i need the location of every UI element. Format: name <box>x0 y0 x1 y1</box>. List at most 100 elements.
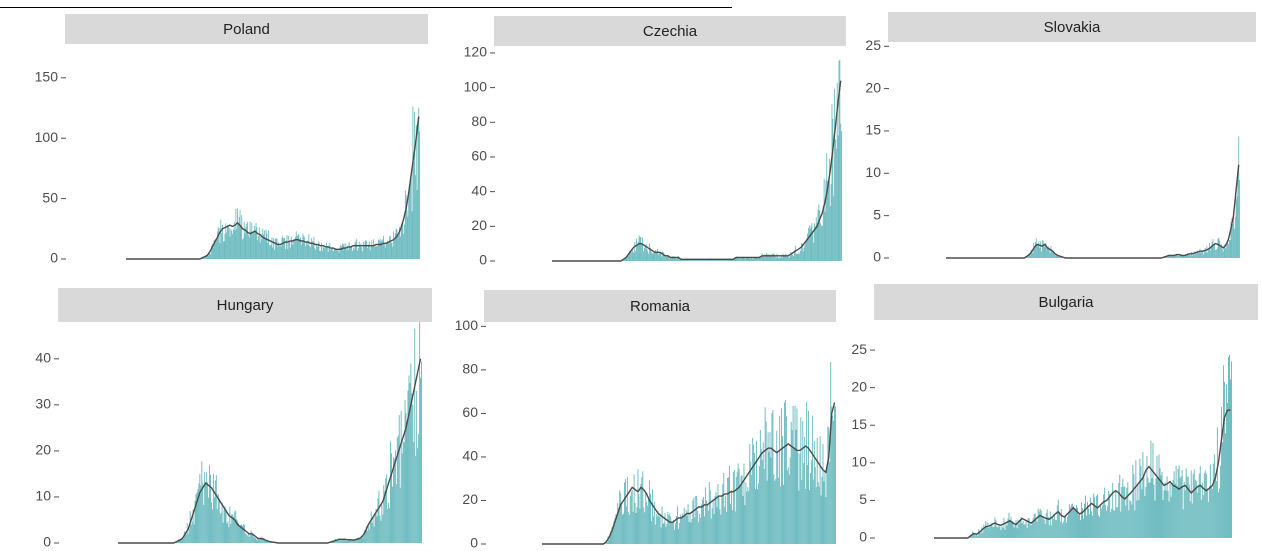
facet-bulgaria-bar <box>1228 354 1230 538</box>
facet-poland-bar <box>265 229 267 259</box>
facet-romania-bar <box>785 416 787 544</box>
facet-romania-bar <box>733 470 735 544</box>
facet-slovakia: Slovakia 0 5 10 15 20 25 <box>848 12 1256 265</box>
facet-czechia-bar <box>796 253 798 261</box>
facet-hungary-bar <box>203 504 205 543</box>
facet-bulgaria-bar <box>988 527 990 538</box>
facet-romania-bar <box>773 474 775 544</box>
facet-romania-bar <box>782 484 784 544</box>
facet-hungary-bar <box>342 539 344 543</box>
facet-poland-bar <box>242 238 244 259</box>
facet-poland-bar <box>282 235 284 259</box>
facet-bulgaria-bar <box>1175 465 1177 538</box>
facet-bulgaria-bar <box>1185 468 1187 538</box>
facet-slovakia-bar <box>1046 247 1048 258</box>
facet-poland-bar <box>243 221 245 259</box>
facet-romania-bar <box>610 530 612 544</box>
facet-romania-trend-line <box>542 402 836 545</box>
facet-poland-bar <box>390 242 392 259</box>
facet-czechia-bar <box>790 252 792 261</box>
facet-czechia-bar <box>838 60 840 261</box>
facet-czechia-bar <box>636 238 637 261</box>
facet-hungary-bar <box>350 538 352 543</box>
facet-slovakia-bars <box>1025 136 1241 258</box>
facet-romania-bar <box>709 490 711 544</box>
facet-poland-bar <box>393 238 395 259</box>
facet-hungary-bar <box>375 508 377 543</box>
facet-romania-bar <box>723 472 725 544</box>
facet-bulgaria-bar <box>1178 465 1180 538</box>
facet-czechia-bar <box>779 257 781 261</box>
facet-hungary-bar <box>177 541 179 543</box>
facet-bulgaria-bar <box>1004 529 1006 538</box>
facet-bulgaria-bar <box>1086 515 1088 538</box>
facet-bulgaria-bar <box>977 535 979 538</box>
facet-romania-bar <box>630 491 632 544</box>
facet-czechia-bar <box>782 253 784 261</box>
facet-bulgaria-bar <box>983 524 985 538</box>
facet-czechia-bar <box>647 251 649 261</box>
facet-hungary-bar <box>257 538 259 543</box>
facet-romania-bar <box>749 444 751 544</box>
facet-czechia-bar <box>635 250 637 261</box>
facet-slovakia-bar <box>1049 253 1051 258</box>
facet-poland-bar <box>268 245 270 259</box>
facet-czechia-bar <box>698 259 700 261</box>
facet-poland-bar <box>223 241 225 259</box>
facet-romania-bar <box>774 480 776 544</box>
facet-hungary-bar <box>399 487 401 543</box>
facet-czechia-title: Czechia <box>643 23 698 40</box>
facet-slovakia-bar <box>1169 254 1171 258</box>
facet-bulgaria-bar <box>1121 487 1123 538</box>
facet-czechia-bar <box>809 228 811 261</box>
facet-slovakia-bar <box>1207 252 1209 258</box>
facet-hungary-bar <box>209 464 211 543</box>
facet-hungary-bar <box>388 502 390 543</box>
facet-poland-bar <box>284 249 286 259</box>
facet-bulgaria-bar <box>1161 471 1163 538</box>
facet-hungary-bar <box>419 322 421 543</box>
facet-poland-bar <box>373 239 374 259</box>
facet-poland-bar <box>359 246 361 259</box>
facet-bulgaria-bar <box>1002 527 1004 538</box>
facet-czechia-bar <box>814 226 816 261</box>
facet-hungary-bar <box>384 491 386 543</box>
facet-romania-bar <box>820 495 822 544</box>
facet-poland-bar <box>216 231 218 259</box>
facet-slovakia-bar <box>1184 256 1185 258</box>
facet-bulgaria-bar <box>973 534 975 538</box>
facet-romania-bar <box>780 486 782 544</box>
facet-romania-bar <box>752 438 754 544</box>
facet-hungary-bar <box>250 530 252 543</box>
facet-slovakia-bar <box>1190 252 1192 258</box>
facet-romania-bar <box>703 516 705 544</box>
facet-hungary-bar <box>402 441 404 543</box>
facet-poland-bar <box>227 225 228 259</box>
facet-poland-bar <box>363 246 365 259</box>
facet-poland-bar <box>286 235 288 259</box>
facet-bulgaria-bar <box>1107 505 1109 538</box>
facet-czechia-bar <box>636 243 638 261</box>
facet-slovakia-bar <box>1180 255 1182 258</box>
facet-poland-bar <box>294 236 296 259</box>
facet-bulgaria-bar <box>1054 519 1056 538</box>
facet-poland-bar <box>292 244 294 259</box>
facet-czechia-bar <box>669 258 671 261</box>
facet-czechia-ytick-label: 40 <box>471 182 487 198</box>
facet-czechia-bar <box>835 139 836 261</box>
facet-hungary-bar <box>367 526 369 543</box>
facet-poland-bar <box>347 245 348 259</box>
facet-romania-bar <box>623 513 624 544</box>
facet-czechia-bar <box>660 252 662 261</box>
facet-czechia-bar <box>692 259 694 261</box>
facet-slovakia-bar <box>1174 255 1176 258</box>
facet-poland-bar <box>230 229 232 259</box>
facet-bulgaria-bar <box>1123 486 1125 538</box>
facet-bulgaria-bar <box>1184 490 1186 538</box>
facet-poland-bar <box>333 250 335 259</box>
facet-romania-bar <box>639 508 641 544</box>
facet-poland-bar <box>381 240 383 259</box>
facet-czechia-bar <box>746 258 747 261</box>
facet-romania-bar <box>676 506 678 544</box>
facet-slovakia-bar <box>1217 238 1219 258</box>
